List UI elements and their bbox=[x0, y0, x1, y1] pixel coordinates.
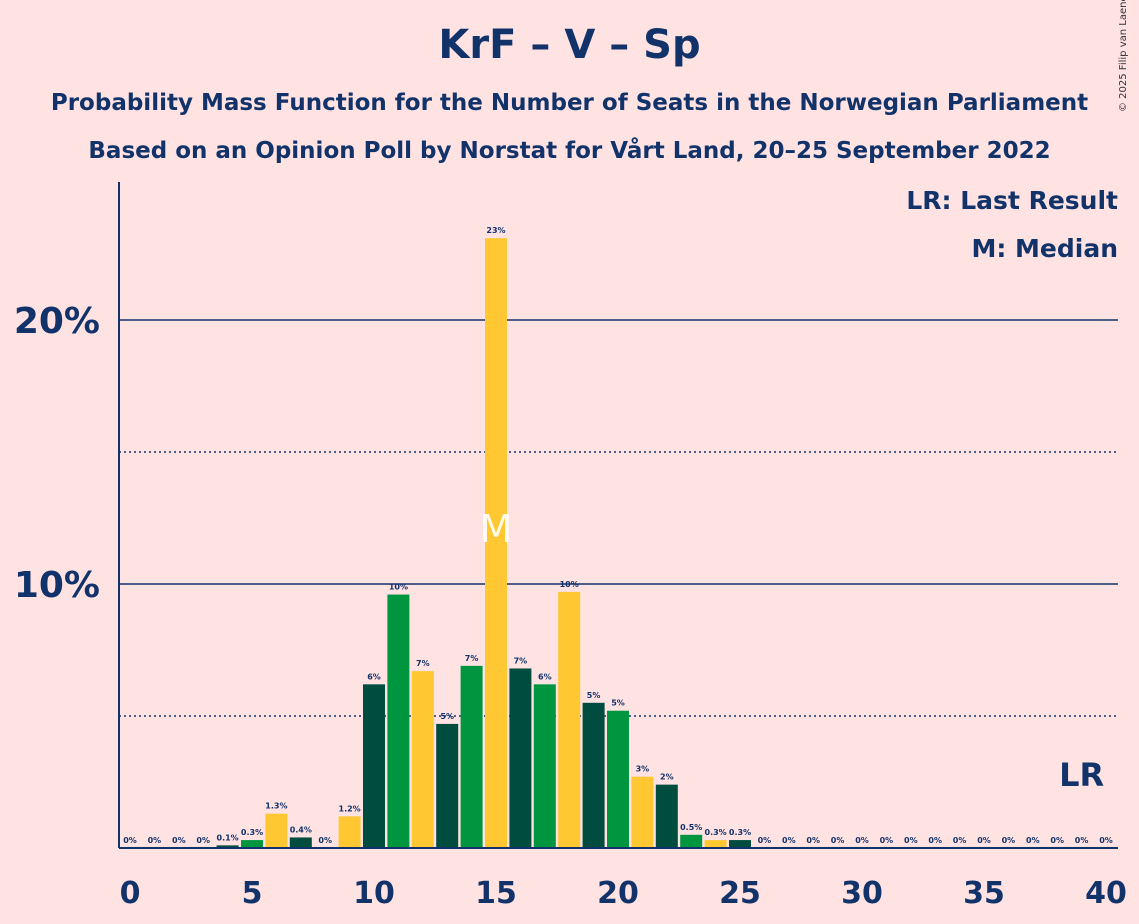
data-label-2: 0% bbox=[172, 836, 186, 845]
bar-13 bbox=[436, 723, 459, 848]
data-label-38: 0% bbox=[1050, 836, 1064, 845]
bar-22 bbox=[655, 784, 678, 848]
bar-11 bbox=[387, 594, 410, 848]
data-label-0: 0% bbox=[123, 836, 137, 845]
x-tick-label-40: 40 bbox=[1085, 876, 1127, 911]
bar-6 bbox=[265, 813, 288, 848]
data-label-3: 0% bbox=[196, 836, 210, 845]
data-label-4: 0.1% bbox=[217, 833, 239, 842]
legend-last-result: LR: Last Result bbox=[906, 186, 1118, 215]
data-label-23: 0.5% bbox=[680, 823, 702, 832]
data-label-32: 0% bbox=[904, 836, 918, 845]
data-label-29: 0% bbox=[831, 836, 845, 845]
data-label-26: 0% bbox=[758, 836, 772, 845]
x-tick-label-10: 10 bbox=[353, 876, 395, 911]
data-label-8: 0% bbox=[318, 836, 332, 845]
x-tick-label-25: 25 bbox=[719, 876, 761, 911]
data-label-37: 0% bbox=[1026, 836, 1040, 845]
x-tick-label-15: 15 bbox=[475, 876, 517, 911]
data-label-5: 0.3% bbox=[241, 828, 263, 837]
y-tick-label-20: 20% bbox=[14, 301, 100, 342]
data-label-12: 7% bbox=[416, 659, 430, 668]
bar-19 bbox=[582, 702, 605, 848]
bar-10 bbox=[363, 684, 385, 848]
data-label-16: 7% bbox=[514, 656, 528, 665]
bar-24 bbox=[704, 840, 727, 848]
axes: 10% 20% 0 5 10 15 20 25 30 35 40 bbox=[14, 182, 1127, 911]
data-label-36: 0% bbox=[1002, 836, 1016, 845]
data-label-13: 5% bbox=[440, 712, 454, 721]
data-label-18: 10% bbox=[560, 580, 579, 589]
x-tick-label-35: 35 bbox=[963, 876, 1005, 911]
bar-16 bbox=[509, 668, 532, 848]
data-label-20: 5% bbox=[611, 699, 625, 708]
bar-5 bbox=[241, 840, 263, 848]
chart-subtitle: Probability Mass Function for the Number… bbox=[50, 90, 1089, 116]
last-result-marker: LR bbox=[1059, 756, 1104, 794]
x-tick-label-20: 20 bbox=[597, 876, 639, 911]
data-label-11: 10% bbox=[389, 583, 408, 592]
bar-15 bbox=[485, 238, 507, 848]
data-label-21: 3% bbox=[636, 765, 650, 774]
bar-7 bbox=[289, 837, 312, 848]
data-label-39: 0% bbox=[1075, 836, 1089, 845]
bar-23 bbox=[680, 834, 703, 848]
bar-9 bbox=[338, 816, 361, 848]
bar-20 bbox=[607, 710, 629, 848]
bar-18 bbox=[558, 591, 581, 848]
data-label-10: 6% bbox=[367, 672, 381, 681]
data-label-24: 0.3% bbox=[705, 828, 727, 837]
chart-title: KrF – V – Sp bbox=[438, 22, 701, 68]
bar-12 bbox=[411, 671, 434, 848]
data-label-27: 0% bbox=[782, 836, 796, 845]
data-label-9: 1.2% bbox=[339, 804, 361, 813]
data-label-40: 0% bbox=[1099, 836, 1113, 845]
data-label-30: 0% bbox=[855, 836, 869, 845]
y-tick-label-10: 10% bbox=[14, 565, 100, 606]
bar-25 bbox=[729, 840, 751, 848]
data-labels: 0% 0% 0% 0% 0.1%0.3%1.3%0.4%0%1.2%6%10%7%5%7… bbox=[123, 226, 1113, 845]
data-label-35: 0% bbox=[977, 836, 991, 845]
data-label-33: 0% bbox=[928, 836, 942, 845]
bar-21 bbox=[631, 776, 654, 848]
data-label-14: 7% bbox=[465, 654, 479, 663]
data-label-19: 5% bbox=[587, 691, 601, 700]
bar-14 bbox=[460, 665, 483, 848]
data-label-31: 0% bbox=[880, 836, 894, 845]
chart-subtitle-poll: Based on an Opinion Poll by Norstat for … bbox=[88, 138, 1051, 164]
gridlines bbox=[119, 319, 1118, 717]
bars: M LR bbox=[216, 238, 1104, 848]
data-label-34: 0% bbox=[953, 836, 967, 845]
data-label-6: 1.3% bbox=[265, 802, 287, 811]
data-label-7: 0.4% bbox=[290, 825, 312, 834]
data-label-28: 0% bbox=[806, 836, 820, 845]
legend-median: M: Median bbox=[971, 234, 1118, 263]
x-tick-label-30: 30 bbox=[841, 876, 883, 911]
bar-4 bbox=[216, 845, 239, 848]
x-tick-label-5: 5 bbox=[242, 876, 263, 911]
bar-17 bbox=[533, 684, 556, 848]
median-marker: M bbox=[480, 507, 513, 551]
data-label-15: 23% bbox=[486, 226, 505, 235]
data-label-17: 6% bbox=[538, 672, 552, 681]
data-label-22: 2% bbox=[660, 773, 674, 782]
data-label-1: 0% bbox=[148, 836, 162, 845]
x-tick-label-0: 0 bbox=[120, 876, 141, 911]
data-label-25: 0.3% bbox=[729, 828, 751, 837]
